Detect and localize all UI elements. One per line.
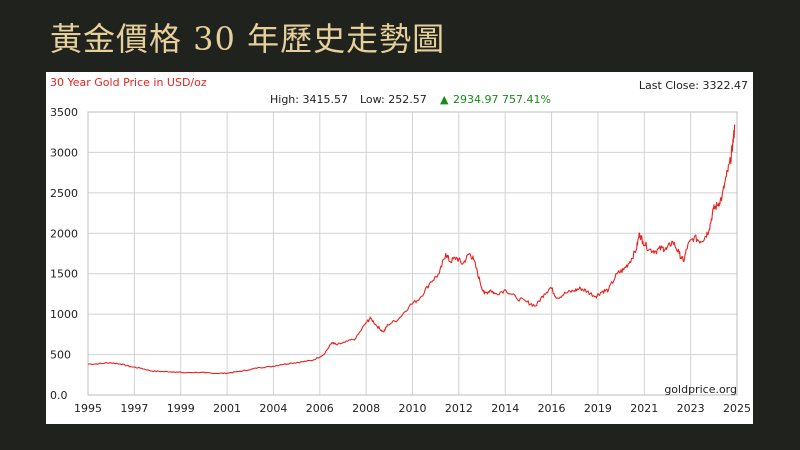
x-tick-label: 2004 (259, 402, 287, 415)
x-tick-label: 2010 (399, 402, 427, 415)
watermark: goldprice.org (664, 383, 737, 396)
last-close-label: Last Close: 3322.47 (639, 79, 748, 92)
y-tick-label: 1000 (50, 308, 78, 321)
x-tick-label: 2001 (213, 402, 241, 415)
x-tick-label: 2012 (445, 402, 473, 415)
change-stat: 2934.97 757.41% (453, 93, 551, 106)
y-tick-label: 0.0 (50, 389, 68, 402)
plot-frame (87, 111, 738, 396)
series-layer (88, 124, 736, 375)
y-tick-label: 3500 (50, 106, 78, 119)
x-axis: 1995 1997 1999 2001 2004 2006 2008 2010 2012 2014… (74, 402, 751, 415)
change-arrow-icon: ▲ (440, 93, 449, 106)
y-tick-label: 1500 (50, 268, 78, 281)
y-tick-label: 2500 (50, 187, 78, 200)
y-axis: 3500 3000 2500 2000 1500 1000 500 0.0 (50, 106, 78, 402)
x-tick-label: 1997 (120, 402, 148, 415)
high-stat: High: 3415.57 (270, 93, 348, 106)
x-tick-label: 2023 (677, 402, 705, 415)
x-tick-label: 2008 (352, 402, 380, 415)
x-tick-label: 2006 (306, 402, 334, 415)
slide-title: 黃金價格 30 年歷史走勢圖 (50, 20, 446, 58)
x-tick-label: 2025 (723, 402, 751, 415)
chart-title: 30 Year Gold Price in USD/oz (50, 76, 207, 89)
x-tick-label: 2016 (538, 402, 566, 415)
x-tick-label: 1995 (74, 402, 102, 415)
chart-panel: 3500 3000 2500 2000 1500 1000 500 0.0 1995 1997 1… (46, 72, 753, 424)
x-tick-label: 2014 (491, 402, 519, 415)
y-tick-label: 500 (50, 349, 71, 362)
y-tick-label: 2000 (50, 227, 78, 240)
x-tick-label: 1999 (167, 402, 195, 415)
low-stat: Low: 252.57 (360, 93, 427, 106)
gold-price-line (88, 124, 736, 375)
gridlines (87, 111, 738, 396)
y-tick-label: 3000 (50, 146, 78, 159)
x-tick-label: 2019 (584, 402, 612, 415)
x-tick-label: 2021 (630, 402, 658, 415)
